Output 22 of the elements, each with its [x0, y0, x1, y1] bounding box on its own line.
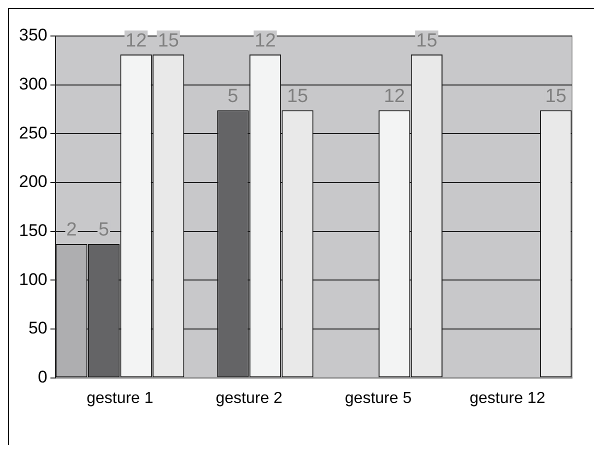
series-label: 12 [126, 30, 147, 52]
series-label: 2 [66, 220, 77, 241]
y-tick-label: 0 [38, 367, 48, 386]
series-label: 5 [98, 220, 110, 241]
y-tick-label: 350 [18, 26, 48, 45]
text: 12 [254, 30, 276, 52]
x-tick-label: gesture 12 [470, 390, 546, 407]
y-tick-label: 300 [18, 74, 48, 94]
text: 15 [286, 86, 308, 107]
series-label: 15 [158, 30, 179, 52]
y-tick-label: 100 [18, 270, 48, 289]
y-tick-label: 200 [18, 172, 48, 192]
x-tick-label: gesture 5 [344, 390, 412, 407]
text: 12 [384, 86, 405, 107]
x-tick-label: gesture 1 [86, 390, 154, 407]
x-tick-label: gesture 2 [216, 390, 283, 407]
text: 15 [545, 86, 566, 107]
text: 5 [228, 86, 238, 107]
text: 15 [416, 30, 438, 52]
y-tick-label: 250 [18, 123, 48, 142]
y-tick-label: 150 [18, 221, 48, 240]
y-tick-label: 50 [28, 318, 48, 338]
